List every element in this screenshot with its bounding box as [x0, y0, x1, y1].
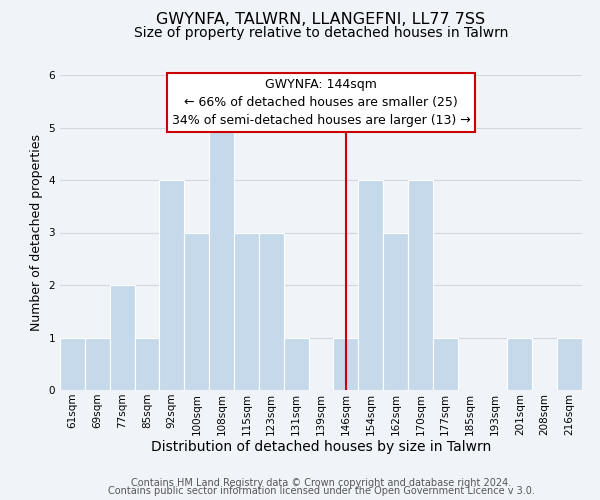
Text: Size of property relative to detached houses in Talwrn: Size of property relative to detached ho… — [134, 26, 508, 40]
Bar — [134, 338, 160, 390]
Bar — [408, 180, 433, 390]
Text: Contains public sector information licensed under the Open Government Licence v : Contains public sector information licen… — [107, 486, 535, 496]
Bar — [358, 180, 383, 390]
Bar — [234, 232, 259, 390]
Bar — [259, 232, 284, 390]
Bar — [557, 338, 582, 390]
Bar — [85, 338, 110, 390]
Bar — [184, 232, 209, 390]
Bar — [334, 338, 358, 390]
Bar — [508, 338, 532, 390]
Text: GWYNFA: 144sqm
← 66% of detached houses are smaller (25)
34% of semi-detached ho: GWYNFA: 144sqm ← 66% of detached houses … — [172, 78, 470, 127]
Y-axis label: Number of detached properties: Number of detached properties — [30, 134, 43, 331]
Bar — [383, 232, 408, 390]
Bar — [209, 128, 234, 390]
Bar — [160, 180, 184, 390]
Text: Contains HM Land Registry data © Crown copyright and database right 2024.: Contains HM Land Registry data © Crown c… — [131, 478, 511, 488]
Bar — [110, 285, 134, 390]
Bar — [60, 338, 85, 390]
Bar — [433, 338, 458, 390]
X-axis label: Distribution of detached houses by size in Talwrn: Distribution of detached houses by size … — [151, 440, 491, 454]
Text: GWYNFA, TALWRN, LLANGEFNI, LL77 7SS: GWYNFA, TALWRN, LLANGEFNI, LL77 7SS — [157, 12, 485, 28]
Bar — [284, 338, 308, 390]
